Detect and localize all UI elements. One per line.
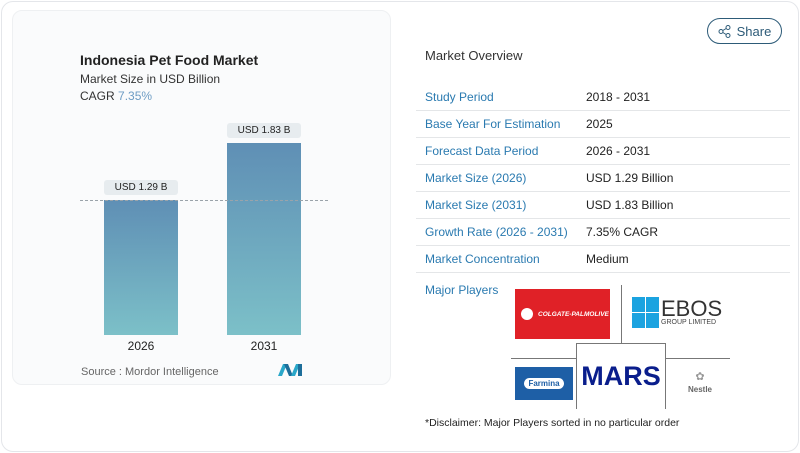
overview-row: Market Concentration Medium: [416, 246, 790, 273]
row-label: Market Size (2026): [425, 171, 527, 185]
nestle-nest-icon: ✿: [695, 371, 705, 383]
row-value: 2026 - 2031: [586, 144, 651, 158]
row-label: Market Concentration: [425, 252, 540, 266]
logo-ebos: EBOS GROUP LIMITED: [632, 297, 722, 328]
mordor-logo-icon: [278, 364, 302, 376]
row-value: 2025: [586, 117, 613, 131]
row-label: Growth Rate (2026 - 2031): [425, 225, 568, 239]
major-players-title: Major Players: [425, 283, 499, 297]
colgate-mark-icon: [521, 308, 533, 320]
logo-nestle: ✿ Nestle: [678, 370, 722, 398]
x-tick-label: 2031: [250, 339, 278, 353]
chart-subtitle: Market Size in USD Billion: [80, 72, 221, 86]
chart-source: Source : Mordor Intelligence: [81, 366, 219, 378]
row-value: 2018 - 2031: [586, 90, 651, 104]
chart-cagr: CAGR 7.35%: [80, 89, 152, 103]
chart-title: Indonesia Pet Food Market: [80, 52, 259, 68]
row-value: USD 1.83 Billion: [586, 198, 674, 212]
share-label: Share: [736, 23, 772, 39]
row-label: Base Year For Estimation: [425, 117, 561, 131]
data-label: USD 1.29 B: [104, 179, 178, 195]
row-label: Forecast Data Period: [425, 144, 539, 158]
reference-line: [80, 200, 328, 201]
disclaimer: *Disclaimer: Major Players sorted in no …: [425, 417, 680, 429]
data-label: USD 1.83 B: [227, 122, 301, 138]
share-button[interactable]: Share: [707, 18, 782, 44]
cagr-value: 7.35%: [118, 89, 153, 103]
bar-2026: [104, 199, 178, 335]
row-label: Study Period: [425, 90, 494, 104]
overview-row: Forecast Data Period 2026 - 2031: [416, 138, 790, 165]
cagr-label: CAGR: [80, 89, 115, 103]
overview-row: Study Period 2018 - 2031: [416, 84, 790, 111]
row-value: Medium: [586, 252, 629, 266]
row-value: 7.35% CAGR: [586, 225, 659, 239]
logo-mars: MARS: [576, 343, 666, 409]
ebos-grid-icon: [632, 297, 659, 328]
bar-2031: [227, 142, 301, 335]
overview-title: Market Overview: [425, 48, 523, 63]
logo-colgate: COLGATE-PALMOLIVE: [515, 289, 610, 339]
overview-row: Base Year For Estimation 2025: [416, 111, 790, 138]
overview-row: Growth Rate (2026 - 2031) 7.35% CAGR: [416, 219, 790, 246]
share-icon: [718, 24, 731, 38]
x-tick-label: 2026: [127, 339, 155, 353]
row-label: Market Size (2031): [425, 198, 527, 212]
divider: [621, 285, 622, 343]
chart-card: [12, 10, 391, 385]
row-value: USD 1.29 Billion: [586, 171, 674, 185]
overview-row: Market Size (2026) USD 1.29 Billion: [416, 165, 790, 192]
overview-row: Market Size (2031) USD 1.83 Billion: [416, 192, 790, 219]
logo-farmina: Farmina: [515, 367, 573, 400]
